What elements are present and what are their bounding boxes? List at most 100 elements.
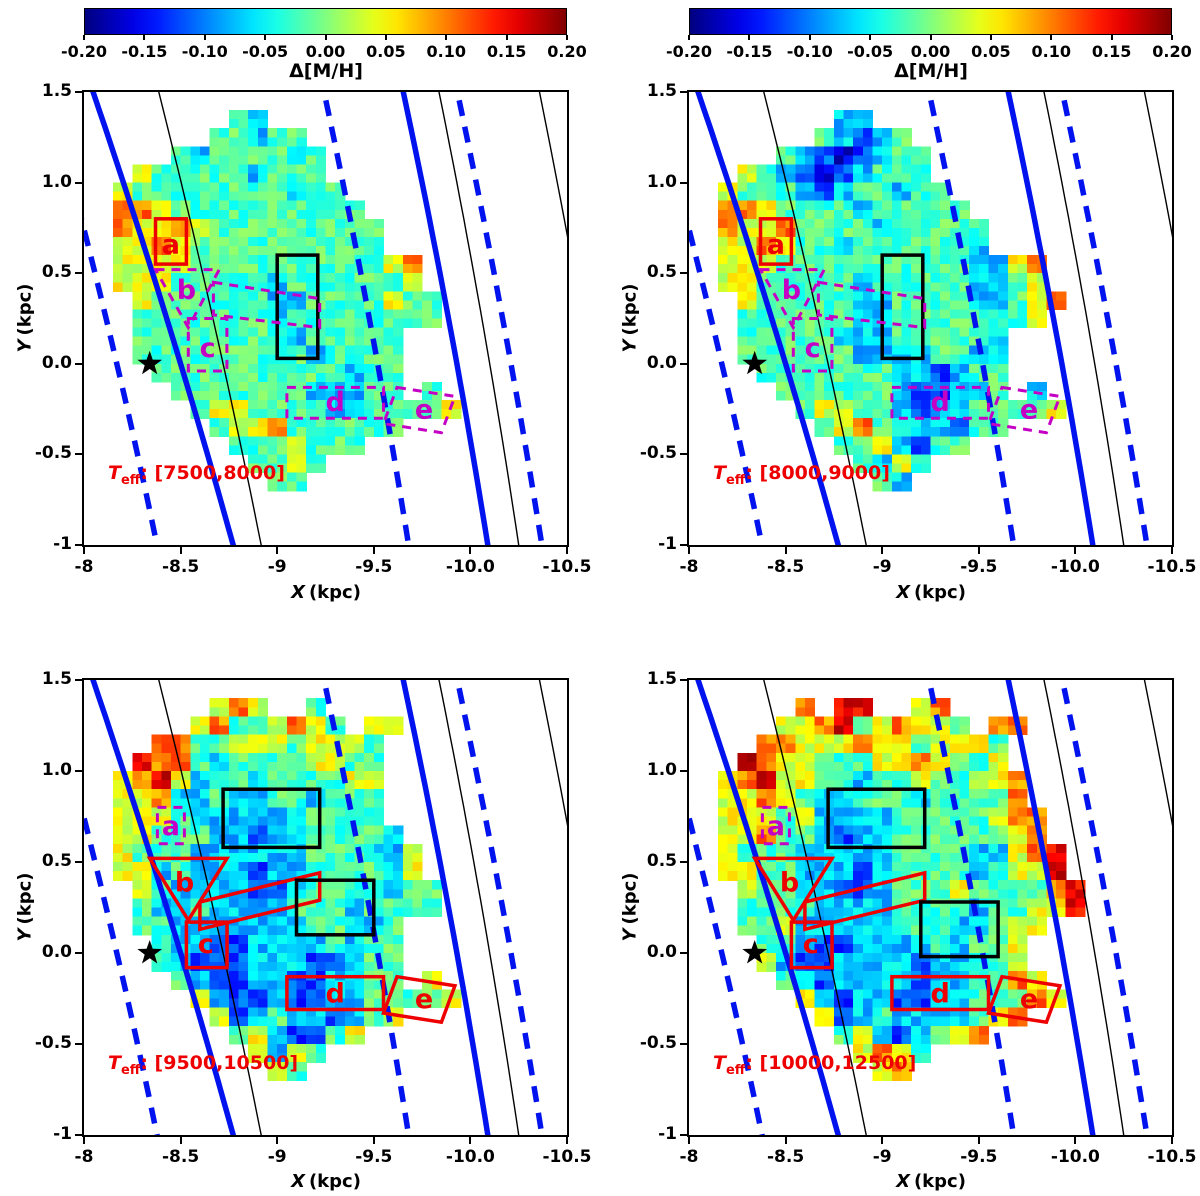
heatmap-cell bbox=[199, 391, 211, 401]
heatmap-cell bbox=[911, 943, 922, 954]
heatmap-cell bbox=[969, 889, 980, 899]
heatmap-cell bbox=[335, 852, 346, 863]
heatmap-cell bbox=[843, 191, 854, 202]
heatmap-cell bbox=[766, 953, 777, 963]
heatmap-cell bbox=[122, 227, 133, 238]
heatmap-cell bbox=[872, 300, 883, 311]
heatmap-cell bbox=[727, 264, 738, 274]
heatmap-cell bbox=[238, 889, 249, 899]
heatmap-cell bbox=[315, 707, 327, 717]
heatmap-cell bbox=[170, 943, 182, 954]
heatmap-cell bbox=[161, 182, 172, 193]
heatmap-cell bbox=[199, 825, 211, 836]
heatmap-cell bbox=[190, 318, 201, 329]
heatmap-cell bbox=[949, 318, 961, 329]
heatmap-cell bbox=[775, 354, 787, 365]
heatmap-cell bbox=[747, 916, 758, 927]
heatmap-cell bbox=[833, 907, 845, 918]
heatmap-cell bbox=[315, 852, 327, 863]
heatmap-cell bbox=[795, 816, 806, 827]
heatmap-cell bbox=[190, 725, 201, 736]
heatmap-cell bbox=[142, 862, 153, 872]
heatmap-cell bbox=[286, 255, 298, 265]
heatmap-cell bbox=[1017, 916, 1028, 927]
heatmap-cell bbox=[1036, 880, 1048, 890]
heatmap-cell bbox=[940, 980, 951, 990]
x-tick-label: -9 bbox=[872, 557, 892, 577]
heatmap-cell bbox=[747, 852, 758, 863]
heatmap-cell bbox=[891, 816, 903, 827]
heatmap-cell bbox=[901, 1071, 912, 1081]
heatmap-cell bbox=[296, 391, 307, 401]
heatmap-cell bbox=[833, 989, 845, 1000]
heatmap-cell bbox=[431, 907, 443, 918]
heatmap-cell bbox=[843, 409, 854, 419]
heatmap-cell bbox=[267, 852, 278, 863]
heatmap-cell bbox=[843, 989, 854, 1000]
heatmap-cell bbox=[853, 1034, 864, 1045]
heatmap-cell bbox=[228, 752, 240, 763]
region-e-label: e bbox=[1020, 984, 1038, 1015]
heatmap-cell bbox=[422, 889, 433, 899]
heatmap-cell bbox=[151, 182, 162, 193]
heatmap-cell bbox=[1017, 409, 1028, 419]
heatmap-cell bbox=[1027, 309, 1038, 320]
heatmap-cell bbox=[795, 971, 806, 981]
heatmap-cell bbox=[315, 943, 327, 954]
heatmap-cell bbox=[959, 880, 970, 890]
heatmap-cell bbox=[891, 445, 903, 455]
heatmap-cell bbox=[930, 707, 941, 717]
heatmap-cell bbox=[862, 255, 874, 265]
heatmap-cell bbox=[930, 843, 941, 854]
heatmap-cell bbox=[1007, 300, 1019, 311]
heatmap-cell bbox=[335, 436, 346, 446]
heatmap-cell bbox=[257, 391, 269, 401]
heatmap-cell bbox=[785, 291, 796, 301]
heatmap-cell bbox=[373, 218, 385, 229]
heatmap-cell bbox=[843, 1016, 854, 1027]
heatmap-cell bbox=[373, 771, 385, 781]
heatmap-cell bbox=[286, 209, 298, 220]
heatmap-cell bbox=[142, 182, 153, 193]
heatmap-cell bbox=[911, 264, 922, 274]
heatmap-cell bbox=[286, 427, 298, 437]
heatmap-cell bbox=[862, 1025, 874, 1036]
heatmap-cell bbox=[219, 989, 230, 1000]
heatmap-cell bbox=[978, 761, 990, 772]
heatmap-cell bbox=[718, 227, 729, 238]
heatmap-cell bbox=[1027, 916, 1038, 927]
heatmap-cell bbox=[286, 716, 298, 727]
heatmap-cell bbox=[882, 227, 893, 238]
heatmap-cell bbox=[978, 336, 990, 347]
heatmap-cell bbox=[122, 264, 133, 274]
heatmap-cell bbox=[872, 898, 883, 909]
heatmap-cell bbox=[911, 200, 922, 211]
heatmap-cell bbox=[930, 427, 941, 437]
heatmap-cell bbox=[930, 436, 941, 446]
heatmap-cell bbox=[151, 916, 162, 927]
heatmap-cell bbox=[959, 200, 970, 211]
heatmap-cell bbox=[998, 363, 1009, 374]
heatmap-cell bbox=[833, 155, 845, 166]
heatmap-cell bbox=[228, 173, 240, 184]
heatmap-cell bbox=[766, 743, 777, 754]
heatmap-cell bbox=[373, 862, 385, 872]
heatmap-cell bbox=[814, 137, 825, 147]
heatmap-cell bbox=[161, 227, 172, 238]
heatmap-cell bbox=[911, 1044, 922, 1054]
y-tick-label: 0.5 bbox=[646, 851, 677, 871]
heatmap-cell bbox=[248, 200, 259, 211]
heatmap-cell bbox=[959, 716, 970, 727]
heatmap-cell bbox=[978, 391, 990, 401]
heatmap-cell bbox=[862, 119, 874, 129]
heatmap-cell bbox=[862, 318, 874, 329]
heatmap-cell bbox=[804, 146, 816, 157]
heatmap-cell bbox=[151, 209, 162, 220]
heatmap-cell bbox=[833, 381, 845, 392]
heatmap-cell bbox=[795, 707, 806, 717]
heatmap-cell bbox=[766, 889, 777, 899]
heatmap-cell bbox=[277, 862, 288, 872]
heatmap-cell bbox=[872, 852, 883, 863]
heatmap-cell bbox=[132, 834, 143, 845]
heatmap-cell bbox=[335, 834, 346, 845]
